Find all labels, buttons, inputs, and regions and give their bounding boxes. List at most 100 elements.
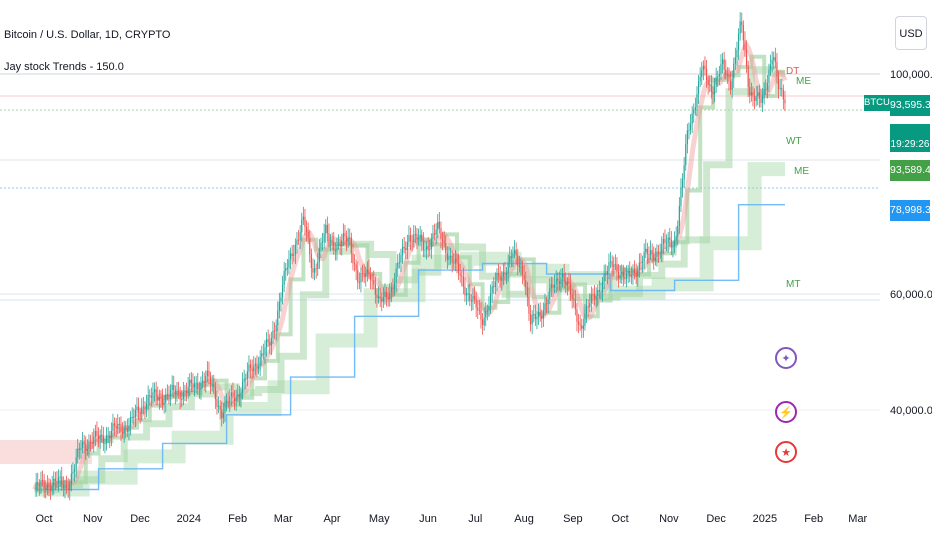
candle-body: [229, 396, 231, 403]
candle-body: [557, 278, 559, 282]
candle-body: [377, 296, 380, 298]
candle-body: [141, 407, 143, 414]
candle-body: [233, 398, 236, 402]
candle-body: [153, 389, 156, 393]
candle-body: [365, 272, 367, 278]
candle-body: [301, 219, 303, 233]
time-tick-label: Feb: [228, 513, 247, 525]
price-axis[interactable]: 100,000.0060,000.0040,000.00DTMEWTMEMT✦⚡…: [775, 66, 932, 463]
candle-body: [593, 294, 596, 300]
symbol-price-tag: BTCUSD: [864, 95, 903, 111]
candle-body: [397, 262, 399, 269]
candle-body: [629, 270, 631, 277]
candle-body: [160, 397, 162, 399]
candle-body: [49, 486, 52, 491]
candle-body: [307, 232, 309, 239]
countdown-label: 19:29:26: [890, 139, 930, 150]
candle-body: [275, 325, 277, 331]
candle-body: [761, 95, 764, 103]
lightning-event-icon[interactable]: ⚡: [775, 401, 797, 423]
candle-body: [89, 441, 92, 443]
candle-body: [590, 294, 592, 304]
candle-body: [245, 378, 247, 380]
weekly-trend-band: [34, 66, 785, 493]
candle-body: [523, 274, 525, 281]
candle-body: [56, 480, 58, 483]
candle-body: [771, 59, 773, 65]
candle-body: [390, 287, 392, 293]
candle-body: [750, 92, 752, 96]
countdown-tag: 19:29:26: [890, 124, 930, 152]
candle-body: [395, 268, 397, 283]
candle-body: [104, 443, 106, 445]
candle-body: [483, 317, 485, 326]
candle-body: [152, 392, 154, 398]
candle-body: [112, 423, 114, 431]
candle-body: [384, 292, 386, 297]
candle-body: [561, 273, 564, 278]
candle-body: [677, 225, 679, 236]
candle-body: [320, 242, 322, 249]
time-tick-label: Jul: [468, 513, 482, 525]
candle-body: [368, 269, 370, 275]
candle-body: [497, 272, 500, 276]
currency-button[interactable]: USD: [895, 16, 927, 50]
candle-body: [142, 406, 144, 408]
candle-body: [35, 482, 37, 490]
time-axis[interactable]: Oct Nov Dec 2024 Feb Mar Apr May Jun Jul Aug Sep Oct…: [35, 513, 867, 525]
candle-body: [296, 239, 298, 245]
candle-body: [96, 431, 98, 436]
candle-body: [614, 264, 616, 266]
candle-body: [158, 397, 160, 401]
candle-body: [462, 276, 464, 287]
symbol-title[interactable]: Bitcoin / U.S. Dollar, 1D, CRYPTO: [4, 29, 171, 41]
lower-price-tag: 78,998.36: [890, 200, 932, 221]
candle-body: [237, 394, 239, 396]
candle-body: [352, 253, 354, 264]
candle-body: [733, 63, 735, 79]
candle-body: [347, 237, 349, 242]
candle-body: [217, 405, 220, 407]
candle-body: [281, 284, 284, 298]
candlestick-series: [35, 12, 786, 501]
candle-body: [264, 347, 266, 355]
candle-body: [544, 303, 546, 311]
price-tick-label: 60,000.00: [890, 289, 932, 301]
candle-body: [254, 363, 256, 366]
time-tick-label: Feb: [804, 513, 823, 525]
candle-body: [294, 244, 296, 255]
us-flag-event-icon[interactable]: ★: [775, 441, 797, 463]
candle-body: [192, 383, 194, 388]
candle-body: [403, 246, 405, 249]
candle-body: [729, 81, 732, 90]
candle-body: [413, 234, 415, 242]
candle-body: [736, 50, 738, 58]
candle-body: [681, 179, 684, 188]
candle-body: [344, 233, 346, 237]
candle-body: [262, 353, 264, 355]
candle-body: [512, 253, 514, 258]
candle-body: [784, 99, 786, 104]
candle-body: [337, 244, 340, 246]
candle-body: [293, 254, 295, 256]
candle-body: [659, 253, 661, 255]
candle-body: [552, 284, 554, 288]
candle-body: [131, 416, 133, 418]
sparkle-event-icon[interactable]: ✦: [775, 347, 797, 369]
candle-body: [445, 242, 447, 253]
svg-text:✦: ✦: [781, 353, 790, 365]
candle-body: [528, 296, 530, 314]
indicator-title[interactable]: Jay stock Trends - 150.0: [4, 61, 124, 73]
candle-body: [216, 399, 218, 407]
candle-body: [477, 307, 479, 310]
candle-body: [691, 113, 693, 124]
candle-body: [299, 232, 301, 240]
candle-body: [120, 423, 122, 432]
candle-body: [696, 94, 698, 108]
candle-body: [129, 417, 132, 426]
candle-body: [435, 229, 437, 235]
candle-body: [728, 74, 730, 82]
candle-body: [387, 296, 389, 300]
candle-body: [382, 296, 384, 302]
